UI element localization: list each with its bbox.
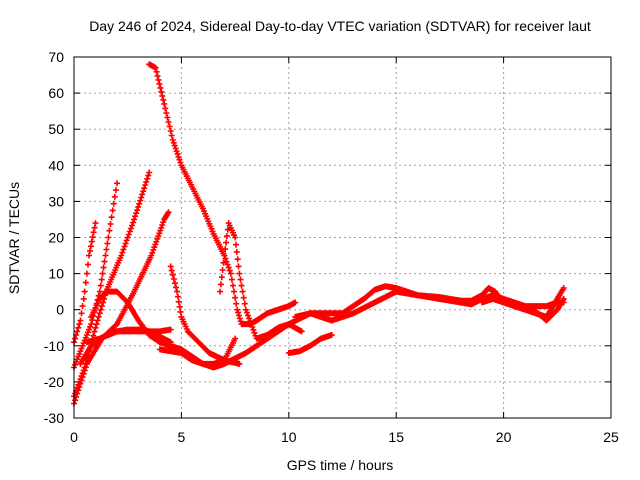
y-tick-label: 20 — [48, 230, 64, 246]
data-series-track-k — [156, 335, 239, 367]
x-tick-label: 15 — [388, 429, 404, 445]
axis-ticks: 0 5 10 15 20 25 -30 -20 -10 0 10 20 30 40 50 60 70 — [44, 49, 619, 445]
x-tick-label: 10 — [281, 429, 297, 445]
y-tick-label: 70 — [48, 49, 64, 65]
y-tick-label: -20 — [44, 374, 64, 390]
data-series-track-l — [285, 332, 335, 356]
y-tick-label: 50 — [48, 121, 64, 137]
chart-title: Day 246 of 2024, Sidereal Day-to-day VTE… — [89, 18, 591, 34]
x-tick-label: 0 — [70, 429, 78, 445]
y-tick-label: 40 — [48, 157, 64, 173]
grid-lines — [74, 57, 611, 418]
x-tick-label: 25 — [603, 429, 619, 445]
data-series-track-o — [479, 295, 567, 310]
data-series-track-h — [146, 61, 299, 328]
data-series-track-a — [71, 220, 99, 346]
y-tick-label: -30 — [44, 410, 64, 426]
y-tick-label: 30 — [48, 193, 64, 209]
data-marks — [71, 61, 567, 407]
data-series-track-d — [71, 209, 172, 407]
data-series-track-f — [83, 326, 174, 346]
y-tick-label: 60 — [48, 85, 64, 101]
data-series-track-j — [217, 220, 305, 342]
plot-frame — [73, 56, 612, 419]
y-tick-label: 0 — [56, 302, 64, 318]
x-tick-label: 5 — [178, 429, 186, 445]
y-tick-label: -10 — [44, 338, 64, 354]
y-axis-label: SDTVAR / TECUs — [6, 182, 22, 294]
x-tick-label: 20 — [496, 429, 512, 445]
data-series-track-m — [292, 283, 567, 320]
y-tick-label: 10 — [48, 266, 64, 282]
x-axis-label: GPS time / hours — [287, 457, 394, 473]
